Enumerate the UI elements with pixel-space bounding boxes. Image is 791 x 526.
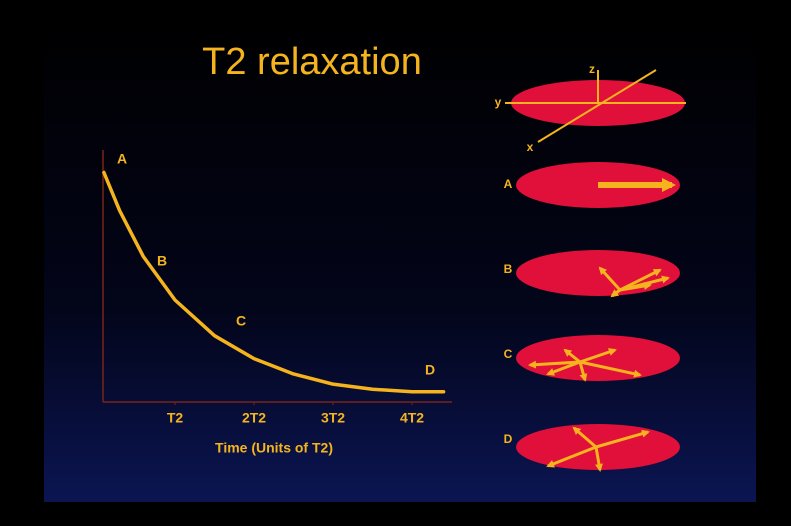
row-label: C: [504, 347, 513, 361]
curve-annotation: B: [157, 253, 167, 269]
ellipse: [516, 335, 680, 381]
title: T2 relaxation: [202, 41, 422, 83]
axis-letter: z: [589, 62, 595, 76]
page: T2 relaxation Time (Units of T2): [0, 0, 791, 526]
curve-annotation: A: [117, 151, 127, 167]
row-label: B: [504, 262, 513, 276]
slide: T2 relaxation Time (Units of T2): [0, 0, 791, 521]
curve-annotation: D: [425, 362, 435, 378]
x-tick-label: T2: [167, 410, 184, 426]
row-label: A: [504, 177, 513, 191]
row-label: D: [504, 432, 513, 446]
curve-annotation: C: [236, 313, 246, 329]
x-tick-label: 3T2: [321, 410, 345, 426]
axis-letter: y: [495, 95, 502, 109]
x-tick-label: 4T2: [400, 410, 424, 426]
x-tick-label: 2T2: [242, 410, 266, 426]
x-axis-label: Time (Units of T2): [215, 440, 333, 456]
axis-letter: x: [527, 140, 534, 154]
